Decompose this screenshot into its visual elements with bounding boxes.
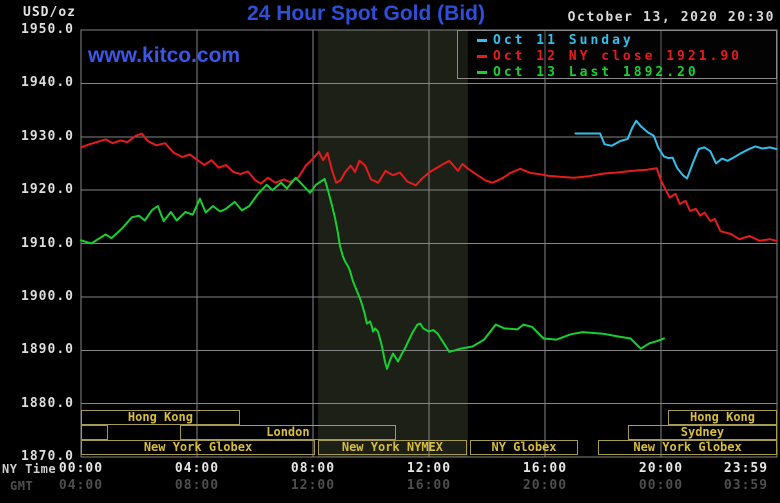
x-axis-tick-ny: 04:00 (174, 461, 220, 476)
x-axis-tick-gmt: 03:59 (723, 478, 769, 493)
y-axis-tick: 1880.0 (21, 395, 74, 411)
y-axis-tick: 1890.0 (21, 342, 74, 358)
x-axis-tick-ny: 16:00 (522, 461, 568, 476)
legend-label: Oct 12 NY close 1921.90 (493, 48, 743, 64)
session-box (81, 425, 108, 440)
x-axis-tick-gmt: 08:00 (174, 478, 220, 493)
x-axis-tick-gmt: 04:00 (58, 478, 104, 493)
session-box: NY Globex (469, 440, 579, 455)
y-axis-tick: 1920.0 (21, 182, 74, 198)
x-axis-tick-ny: 20:00 (638, 461, 684, 476)
legend-item: Oct 11 Sunday (477, 32, 742, 48)
session-label: Sydney (680, 425, 725, 439)
x-axis-tick-gmt: 20:00 (522, 478, 568, 493)
legend-label: Oct 13 Last 1892.20 (493, 64, 699, 80)
chart-datetime: October 13, 2020 20:30 (567, 10, 775, 25)
y-axis-tick: 1930.0 (21, 128, 74, 144)
series-line-0 (574, 119, 778, 180)
session-box: New York Globex (81, 440, 315, 455)
x-axis-tick-ny: 00:00 (58, 461, 104, 476)
session-box: New York Globex (598, 440, 777, 455)
legend: Oct 11 Sunday Oct 12 NY close 1921.90 Oct … (477, 32, 742, 80)
x-axis-tick-ny: 08:00 (290, 461, 336, 476)
x-axis-tick-ny: 23:59 (723, 461, 769, 476)
y-axis-tick: 1870.0 (21, 449, 74, 464)
series-line-1 (80, 132, 778, 242)
y-axis-tick: 1910.0 (21, 235, 74, 251)
plot-border (80, 29, 778, 458)
legend-item: Oct 13 Last 1892.20 (477, 64, 742, 80)
session-label: New York Globex (143, 440, 253, 454)
x-axis-tick-gmt: 16:00 (406, 478, 452, 493)
ny-time-axis-label: NY Time (2, 462, 57, 476)
x-axis-tick-ny: 12:00 (406, 461, 452, 476)
y-axis-tick: 1940.0 (21, 75, 74, 91)
legend-swatch-icon (477, 54, 487, 58)
x-axis-tick-gmt: 12:00 (290, 478, 336, 493)
session-box: Hong Kong (81, 410, 240, 425)
session-label: NY Globex (491, 440, 557, 454)
y-axis-tick: 1950.0 (21, 22, 74, 37)
legend-swatch-icon (477, 38, 487, 42)
legend-swatch-icon (477, 70, 487, 74)
session-box: New York NYMEX (317, 440, 467, 455)
legend-label: Oct 11 Sunday (493, 32, 634, 48)
gmt-axis-label: GMT (10, 479, 34, 493)
y-axis-tick: 1900.0 (21, 288, 74, 304)
session-label: New York NYMEX (341, 440, 444, 454)
kitco-watermark: www.kitco.com (88, 44, 241, 67)
session-label: Hong Kong (127, 410, 193, 424)
x-axis-tick-gmt: 00:00 (638, 478, 684, 493)
session-label: London (266, 425, 310, 439)
legend-frame (457, 30, 777, 79)
session-label: Hong Kong (689, 410, 756, 424)
legend-item: Oct 12 NY close 1921.90 (477, 48, 742, 64)
session-box: Hong Kong (668, 410, 777, 425)
y-axis-unit-label: USD/oz (23, 5, 76, 20)
session-box: Sydney (627, 425, 777, 440)
chart-title: 24 Hour Spot Gold (Bid) (247, 2, 485, 25)
session-label: New York Globex (633, 440, 742, 454)
session-box: London (179, 425, 396, 440)
series-line-2 (80, 176, 665, 370)
